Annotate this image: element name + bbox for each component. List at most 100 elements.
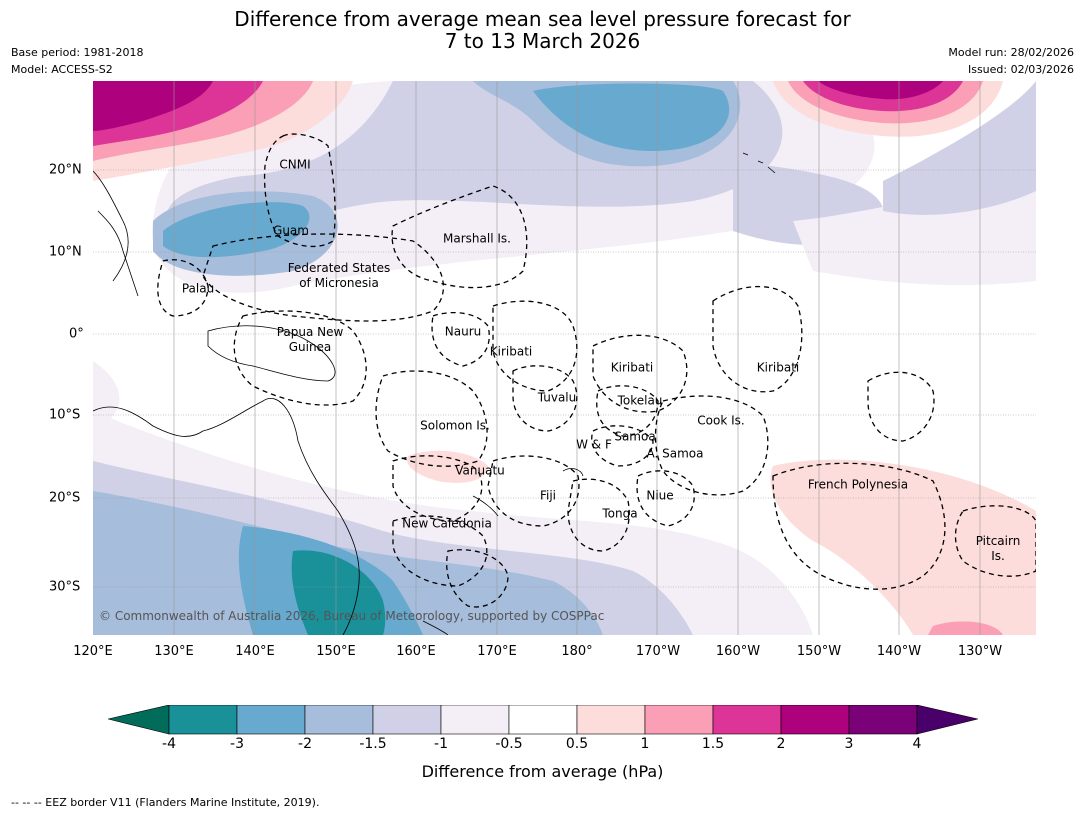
meta-right: Model run: 28/02/2026 Issued: 02/03/2026: [948, 44, 1074, 78]
eez-new-caledonia: [392, 515, 488, 587]
colorbar-label: 2: [776, 736, 786, 752]
colorbar-label: -0.5: [495, 736, 523, 752]
x-tick-150w: 150°W: [796, 644, 842, 659]
region-label-american-samoa: A. Samoa: [646, 446, 704, 461]
region-label-new-caledonia: New Caledonia: [402, 516, 492, 531]
colorbar-bin: [508, 705, 578, 735]
field-vanuatu-high: [407, 450, 488, 483]
region-label-guam: Guam: [273, 223, 309, 238]
title-line-2: 7 to 13 March 2026: [444, 29, 641, 53]
colorbar-label: -4: [162, 736, 176, 752]
eez-samoa: [591, 425, 654, 467]
colorbar-bin: [304, 705, 374, 735]
field-high-ne-4: [818, 81, 943, 100]
region-label-kiribati-west: Kiribati: [489, 344, 533, 359]
colorbar-label: 1.5: [701, 736, 725, 752]
region-label-wallis-futuna: W & F: [576, 437, 612, 452]
eez-niue: [636, 470, 695, 527]
issued-date: Issued: 02/03/2026: [967, 63, 1074, 76]
colorbar-label: -1: [434, 736, 448, 752]
colorbar-bin: [168, 705, 238, 735]
eez-french-polynesia-north: [867, 371, 935, 442]
region-label-vanuatu: Vanuatu: [455, 463, 505, 478]
region-label-png: Papua New Guinea: [276, 325, 344, 354]
field-fp-high-2: [928, 621, 1003, 635]
base-period: Base period: 1981-2018: [11, 46, 144, 59]
fiji-coast: [562, 468, 584, 477]
region-label-kiribati-central: Kiribati: [610, 360, 654, 375]
hawaii-islands: [742, 152, 776, 174]
region-label-french-polynesia: French Polynesia: [807, 477, 909, 492]
philippines-coast: [97, 210, 139, 297]
eez-kiribati-west: [492, 300, 578, 392]
eez-cnmi: [263, 133, 336, 248]
colorbar-bin: [712, 705, 782, 735]
y-tick-10s: 10°S: [49, 407, 81, 423]
eez-kiribati-east: [712, 285, 803, 393]
x-tick-170w: 170°W: [635, 644, 681, 659]
region-label-tuvalu: Tuvalu: [537, 390, 577, 405]
colorbar-label: 3: [844, 736, 854, 752]
colorbar-label: -1.5: [359, 736, 387, 752]
map-canvas: [93, 81, 1036, 635]
colorbar-bin: [372, 705, 442, 735]
new-zealand-coast: [422, 620, 449, 635]
colorbar-label: 1: [640, 736, 650, 752]
region-label-fiji: Fiji: [539, 488, 557, 503]
gridlines: [93, 81, 1036, 635]
y-tick-20s: 20°S: [49, 490, 81, 506]
field-guam-low-2: [163, 202, 310, 258]
eez-marshall: [391, 185, 528, 289]
field-fp-high: [770, 459, 1036, 635]
x-tick-140w: 140°W: [876, 644, 922, 659]
y-tick-30s: 30°S: [49, 579, 81, 595]
x-tick-160w: 160°W: [715, 644, 761, 659]
anomaly-fields: [93, 81, 1036, 635]
field-low-north-4: [533, 83, 730, 151]
x-tick-170e: 170°E: [477, 644, 517, 659]
title-line-1: Difference from average mean sea level p…: [234, 7, 851, 31]
eez-nz-north: [446, 549, 509, 608]
eez-tonga: [567, 478, 630, 552]
new-guinea-coast: [207, 325, 336, 382]
y-tick-20n: 20°N: [49, 162, 82, 178]
x-tick-130e: 130°E: [154, 644, 194, 659]
eez-tokelau: [596, 385, 659, 437]
region-label-tonga: Tonga: [602, 506, 638, 521]
region-label-marshall-islands: Marshall Is.: [443, 231, 511, 246]
x-tick-140e: 140°E: [235, 644, 275, 659]
region-label-micronesia: Federated States of Micronesia: [287, 261, 391, 290]
colorbar-bin: [236, 705, 306, 735]
eez-kiribati-central: [592, 334, 688, 413]
region-label-samoa: Samoa: [614, 429, 656, 444]
eez-vanuatu: [392, 455, 483, 522]
copyright-notice: © Commonwealth of Australia 2026, Bureau…: [99, 609, 605, 623]
colorbar-bin: [644, 705, 714, 735]
eez-borders: [157, 133, 1036, 608]
colorbar-label: -2: [298, 736, 312, 752]
region-label-cook: Cook Is.: [697, 413, 745, 428]
australia-coast: [93, 398, 360, 635]
x-tick-120e: 120°E: [73, 644, 113, 659]
region-label-tokelau: Tokelau: [617, 393, 663, 408]
region-label-solomon: Solomon Is.: [420, 418, 490, 433]
colorbar-bin: [440, 705, 510, 735]
region-label-palau: Palau: [181, 281, 215, 296]
eez-cook: [654, 395, 769, 496]
region-label-cnmi: CNMI: [279, 157, 311, 172]
colorbar-label: 0.5: [565, 736, 589, 752]
eez-png: [233, 310, 367, 406]
model-run: Model run: 28/02/2026: [948, 46, 1074, 59]
colorbar-low-arrow: [108, 705, 170, 735]
colorbar-bin: [780, 705, 850, 735]
colorbar-label: -3: [230, 736, 244, 752]
field-ne-lavender-2: [883, 81, 1036, 215]
colorbar-high-arrow: [916, 705, 978, 735]
asia-coast: [93, 170, 129, 282]
new-caledonia-coast: [472, 495, 499, 517]
x-tick-150e: 150°E: [316, 644, 356, 659]
meta-left: Base period: 1981-2018 Model: ACCESS-S2: [11, 44, 143, 78]
model-name: Model: ACCESS-S2: [11, 63, 113, 76]
eez-pitcairn: [954, 505, 1036, 577]
colorbar: [108, 705, 978, 735]
